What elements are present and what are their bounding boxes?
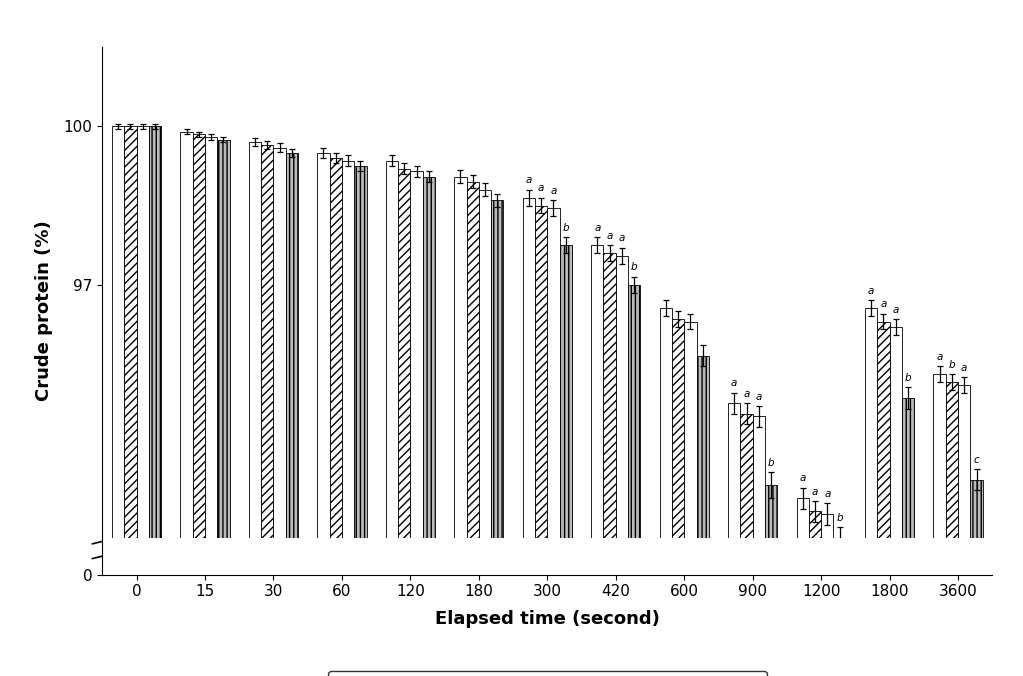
Text: a: a <box>812 487 818 497</box>
Bar <box>628 285 640 676</box>
Bar <box>865 308 878 676</box>
X-axis label: Elapsed time (second): Elapsed time (second) <box>435 610 660 629</box>
Bar <box>136 126 149 676</box>
Text: a: a <box>594 223 601 233</box>
Bar <box>285 153 298 676</box>
Bar <box>454 176 466 676</box>
Bar <box>753 416 765 676</box>
Text: a: a <box>825 489 831 499</box>
Text: a: a <box>607 231 613 241</box>
Bar <box>354 166 366 676</box>
Text: a: a <box>756 391 762 402</box>
Text: a: a <box>961 362 968 372</box>
Text: a: a <box>744 389 750 399</box>
Bar <box>591 245 604 676</box>
Bar <box>797 498 809 676</box>
Bar <box>902 398 915 676</box>
Bar <box>479 190 491 676</box>
Bar <box>945 382 959 676</box>
Text: b: b <box>768 458 774 468</box>
Bar <box>217 140 229 676</box>
Bar <box>560 245 572 676</box>
Bar <box>205 137 217 676</box>
Text: a: a <box>936 352 943 362</box>
Text: a: a <box>538 183 544 193</box>
Text: b: b <box>631 262 637 272</box>
Bar <box>249 142 261 676</box>
Bar <box>149 126 162 676</box>
Bar <box>386 161 398 676</box>
Text: b: b <box>563 223 569 233</box>
Bar <box>878 322 890 676</box>
Bar <box>834 543 846 676</box>
Text: a: a <box>893 305 899 314</box>
Bar <box>728 404 741 676</box>
Bar <box>273 147 285 676</box>
Bar <box>192 135 205 676</box>
Legend: Microdiet, Japan 1, Japan 2, Crumble: Microdiet, Japan 1, Japan 2, Crumble <box>328 671 766 676</box>
Bar <box>317 153 329 676</box>
Bar <box>102 537 992 575</box>
Text: b: b <box>904 373 911 383</box>
Bar <box>765 485 777 676</box>
Text: b: b <box>837 513 843 523</box>
Bar <box>398 168 410 676</box>
Bar <box>547 208 560 676</box>
Bar <box>684 322 697 676</box>
Bar <box>342 161 354 676</box>
Bar <box>422 176 435 676</box>
Y-axis label: Crude protein (%): Crude protein (%) <box>35 220 52 402</box>
Bar <box>660 308 672 676</box>
Bar <box>124 126 136 676</box>
Bar <box>535 206 547 676</box>
Bar <box>261 145 273 676</box>
Bar <box>410 171 422 676</box>
Bar <box>672 319 684 676</box>
Text: c: c <box>974 455 979 465</box>
Text: a: a <box>880 299 887 310</box>
Bar <box>890 327 902 676</box>
Bar <box>616 256 628 676</box>
Text: a: a <box>800 473 806 483</box>
Bar <box>959 385 971 676</box>
Text: a: a <box>619 233 625 243</box>
Bar <box>112 126 124 676</box>
Text: a: a <box>731 379 738 389</box>
Bar <box>466 182 479 676</box>
Bar <box>329 158 342 676</box>
Bar <box>491 200 503 676</box>
Text: a: a <box>868 286 875 296</box>
Bar <box>604 253 616 676</box>
Bar <box>697 356 709 676</box>
Bar <box>809 511 821 676</box>
Bar <box>180 132 192 676</box>
Text: a: a <box>550 186 557 196</box>
Bar <box>933 375 945 676</box>
Bar <box>971 480 983 676</box>
Bar <box>741 414 753 676</box>
Bar <box>523 197 535 676</box>
Bar <box>821 514 834 676</box>
Text: b: b <box>948 360 955 370</box>
Text: a: a <box>526 176 532 185</box>
